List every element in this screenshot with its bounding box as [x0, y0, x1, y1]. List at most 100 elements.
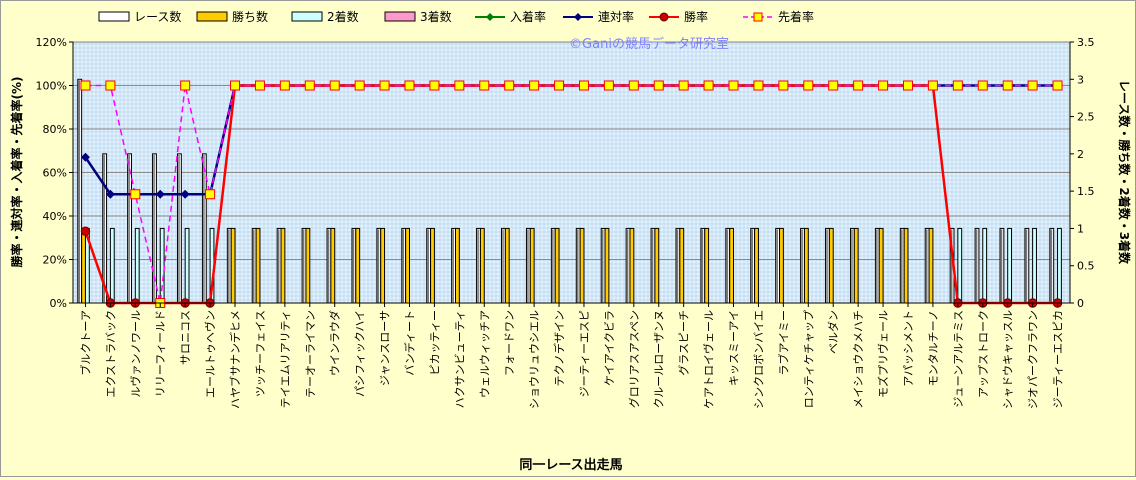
point	[429, 80, 440, 91]
x-tick-label: ハクサンビューティ	[453, 310, 466, 408]
point	[454, 80, 465, 91]
bar	[982, 227, 988, 304]
bar	[1007, 227, 1013, 304]
x-tick-label: ラブアイミー	[776, 310, 790, 375]
x-tick-label: フォードワン	[503, 310, 516, 376]
y-tick-label-right: 1.5	[1077, 185, 1095, 198]
x-tick-label: ツッチーフェイス	[254, 310, 267, 397]
bar	[380, 227, 386, 304]
x-axis-title: 同一レース出走馬	[519, 457, 622, 473]
x-tick-label: ハヤブサナンデヒメ	[228, 310, 242, 409]
point	[1002, 80, 1013, 91]
bar	[629, 227, 635, 304]
bar	[704, 227, 710, 304]
bar	[654, 227, 660, 304]
bar	[330, 227, 336, 304]
x-tick-label: リリーフィールド	[154, 310, 167, 397]
point	[80, 226, 91, 236]
x-tick-label: サロニコス	[179, 310, 192, 365]
x-tick-label: テクノデザイン	[552, 310, 566, 386]
x-tick-label: ピカッティー	[428, 310, 441, 375]
y-tick-label-right: 2.5	[1077, 111, 1095, 124]
legend-label: レース数	[134, 9, 181, 24]
x-tick-label: ジューンアルテミス	[952, 310, 965, 408]
legend-marker	[659, 12, 669, 22]
point	[828, 80, 839, 91]
bar	[554, 227, 560, 304]
point	[304, 80, 315, 91]
point	[155, 189, 165, 199]
point	[80, 152, 90, 162]
bar	[455, 227, 460, 304]
x-tick-label: ケアトロイヴェール	[702, 310, 716, 409]
bar	[305, 227, 311, 304]
bar	[957, 227, 963, 304]
x-tick-label: アパッシメント	[902, 310, 915, 387]
x-tick-label: ベルダン	[826, 310, 840, 354]
y-tick-label-right: 0.5	[1077, 260, 1095, 273]
x-tick-label: メイショウクメハチ	[852, 310, 865, 409]
bar	[803, 227, 809, 304]
x-tick-label: テーオーライマン	[304, 310, 317, 398]
point	[105, 80, 116, 91]
chart-legend: レース数 勝ち数 2着数 3着数 入着率 連対率 勝率 先着率	[98, 9, 814, 24]
point	[379, 80, 390, 91]
x-tick-label: ジオパークフラワン	[1027, 310, 1040, 409]
bar	[878, 227, 884, 304]
x-tick-label: ジャンスローサ	[379, 310, 392, 386]
chart-axes: 0% 20% 40% 60% 80% 100% 120% 0 0.5 1 1.5 2 2.5 3 3.5 ブル…	[36, 36, 1095, 409]
point	[180, 80, 191, 91]
point	[180, 189, 190, 199]
bar	[504, 227, 510, 304]
bar	[355, 227, 361, 304]
x-tick-label: パシフィックハイ	[354, 310, 367, 397]
legend-marker	[486, 13, 494, 21]
point	[130, 189, 141, 200]
bar	[159, 227, 165, 304]
point	[603, 80, 614, 91]
point	[653, 80, 664, 91]
x-tick-label: モズプリヴェール	[876, 310, 890, 398]
y-tick-label-right: 2	[1077, 148, 1084, 161]
y-tick-label-left: 20%	[43, 254, 67, 267]
bar	[754, 227, 759, 304]
point	[977, 80, 988, 91]
legend-label: 勝ち数	[232, 9, 268, 24]
point	[1052, 80, 1063, 91]
point	[853, 80, 864, 91]
x-tick-label: クルールローザンヌ	[653, 310, 666, 408]
bar	[134, 227, 140, 304]
y-tick-label-left: 0%	[50, 297, 67, 310]
legend-label: 3着数	[420, 9, 452, 24]
point	[1027, 80, 1038, 91]
point	[703, 80, 714, 91]
point	[753, 80, 764, 91]
bar	[928, 227, 934, 304]
point	[479, 80, 490, 91]
point	[404, 80, 415, 91]
legend-label: 連対率	[598, 9, 634, 24]
bar	[405, 227, 410, 304]
y-tick-label-left: 120%	[36, 36, 67, 49]
point	[927, 80, 938, 91]
y-tick-label-right: 3	[1077, 73, 1084, 86]
x-tick-label: ブルクトーア	[78, 310, 92, 376]
y-axis-left-title: 勝率・連対率・入着率・先着率(%)	[9, 77, 24, 268]
x-tick-label: モンタルチーノ	[927, 310, 940, 386]
point	[279, 80, 290, 91]
legend-label: 先着率	[778, 9, 814, 24]
legend-swatch	[196, 11, 228, 22]
bar	[679, 227, 685, 304]
x-tick-label: ロンティケチャップ	[802, 310, 815, 408]
bar	[109, 227, 115, 304]
point	[329, 80, 340, 91]
legend-label: 勝率	[684, 9, 708, 24]
bar	[579, 227, 585, 304]
x-tick-label: ウェルウィッチア	[478, 310, 491, 398]
point	[205, 189, 216, 200]
bar	[1032, 227, 1037, 304]
bar	[81, 227, 86, 304]
bar-series	[77, 78, 1062, 304]
y-tick-label-right: 3.5	[1077, 36, 1095, 49]
